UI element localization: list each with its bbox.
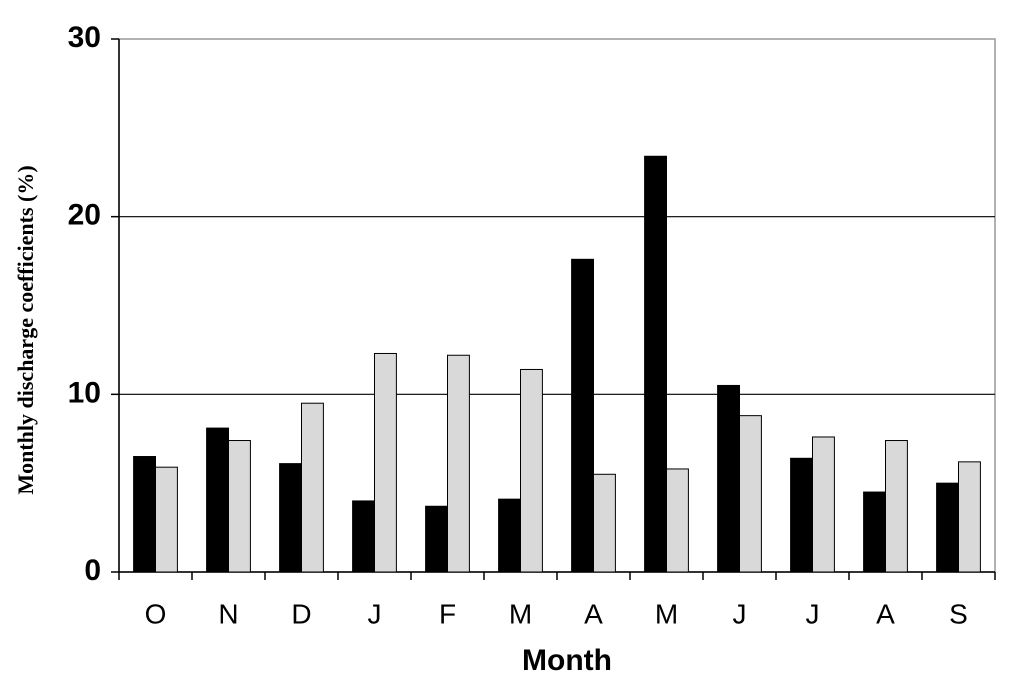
bar: [666, 468, 689, 573]
x-tick-label: N: [218, 598, 238, 629]
bar: [279, 463, 303, 573]
y-tick-label: 10: [68, 376, 101, 409]
bar: [885, 440, 908, 573]
x-tick-label: F: [439, 598, 456, 629]
bar: [520, 368, 543, 573]
y-tick-label: 0: [84, 554, 101, 587]
bar: [498, 498, 522, 573]
bar: [447, 354, 470, 573]
bar: [812, 436, 835, 573]
x-tick-label: J: [368, 598, 382, 629]
x-tick-label: J: [733, 598, 747, 629]
x-tick-label: A: [876, 598, 895, 629]
bar: [739, 415, 762, 573]
x-tick-label: S: [949, 598, 968, 629]
x-tick-label: M: [655, 598, 678, 629]
x-tick-label: D: [291, 598, 311, 629]
bar: [133, 456, 157, 573]
bar: [644, 155, 667, 573]
bar: [155, 466, 178, 573]
bar: [301, 402, 324, 573]
bar: [206, 427, 230, 573]
x-axis-label: Month: [522, 644, 612, 677]
x-tick-label: O: [145, 598, 167, 629]
y-tick-label: 20: [68, 199, 101, 232]
bar: [863, 491, 886, 573]
y-tick-label: 30: [68, 21, 101, 54]
bar: [228, 440, 251, 573]
bar: [958, 461, 981, 573]
bar: [425, 505, 449, 573]
x-tick-label: M: [509, 598, 532, 629]
bar: [593, 473, 616, 573]
x-tick-label: A: [584, 598, 603, 629]
y-axis-label: Monthly discharge coefficients (%): [13, 165, 38, 494]
x-tick-label: J: [806, 598, 820, 629]
bar: [374, 352, 397, 573]
bar: [571, 258, 594, 573]
bar: [352, 500, 376, 573]
bar: [936, 482, 959, 573]
bar: [790, 457, 813, 573]
bar: [717, 384, 740, 573]
